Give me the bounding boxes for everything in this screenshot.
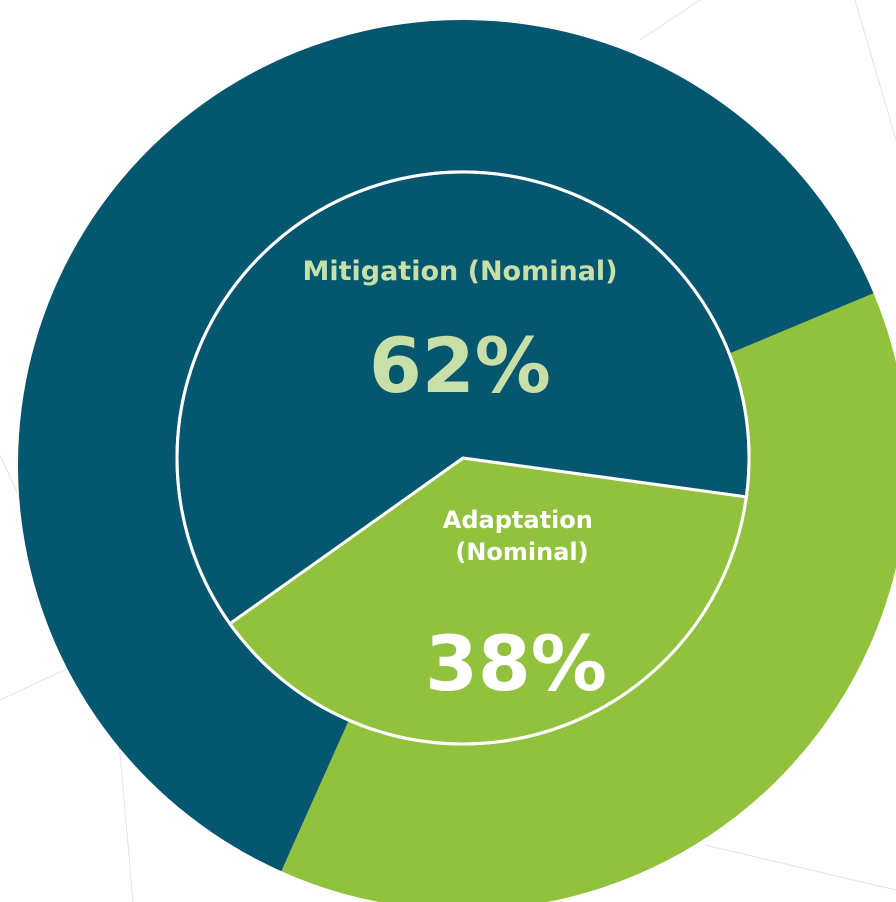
slice-value-adaptation: 38% [425,619,607,708]
slice-value-mitigation: 62% [369,321,551,410]
slice-label-adaptation: Adaptation (Nominal) [443,506,601,566]
slice-label-mitigation: Mitigation (Nominal) [302,256,617,287]
inner-circle-border [175,170,751,746]
